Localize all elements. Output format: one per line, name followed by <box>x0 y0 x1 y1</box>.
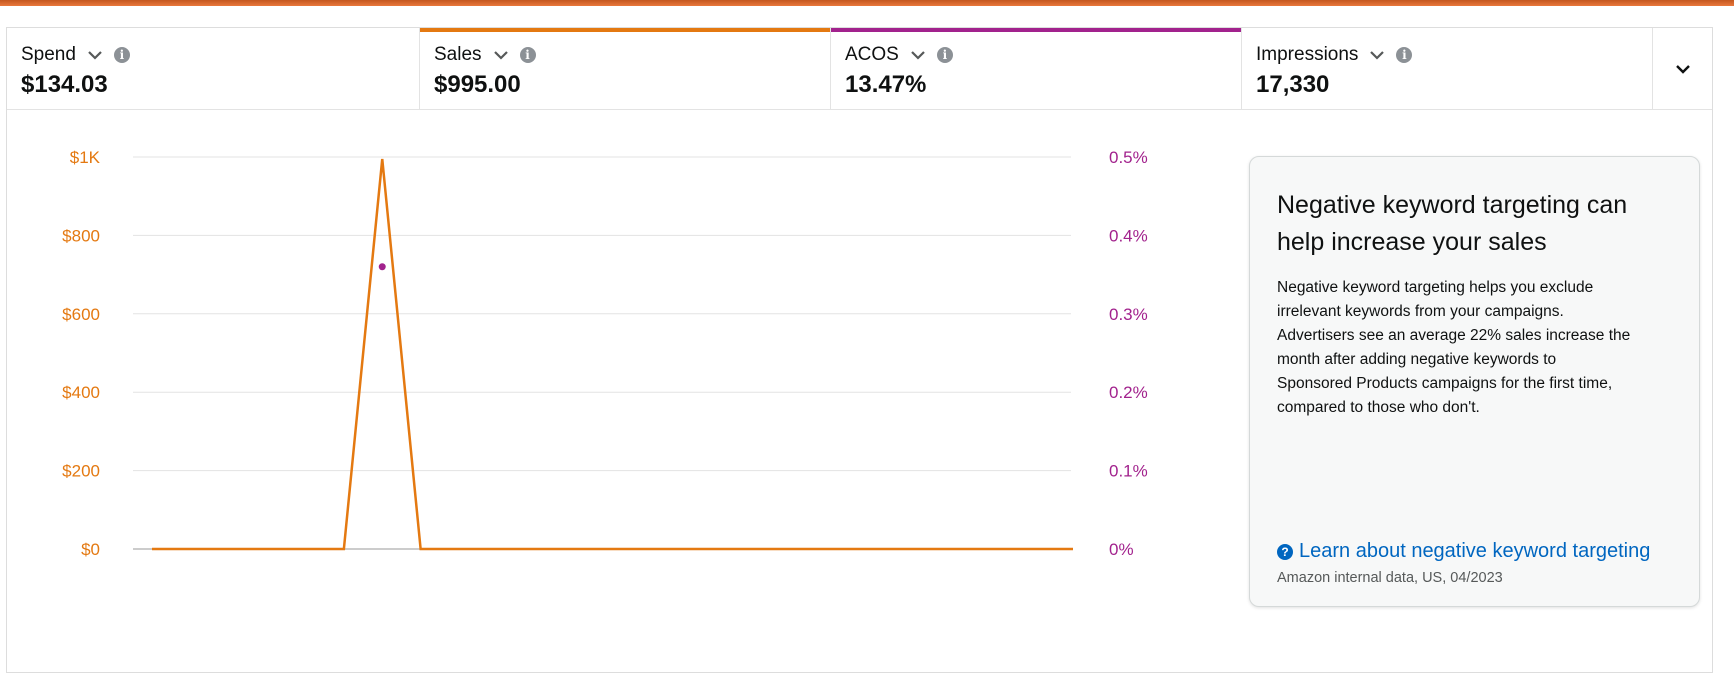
info-icon[interactable]: i <box>519 47 536 63</box>
metric-value: $995.00 <box>434 71 521 98</box>
info-icon[interactable]: i <box>936 47 953 63</box>
metric-tab-acos[interactable]: ACOS i 13.47% <box>831 28 1242 110</box>
chevron-down-icon <box>1675 64 1690 74</box>
y-left-tick-label: $800 <box>62 226 100 245</box>
metric-label: ACOS <box>845 44 899 65</box>
metric-tab-impressions[interactable]: Impressions i 17,330 <box>1242 28 1653 110</box>
sales-series-line <box>152 158 1073 551</box>
learn-more-link-text[interactable]: Learn about negative keyword targeting <box>1299 540 1651 562</box>
metric-value: 17,330 <box>1256 71 1330 98</box>
y-left-tick-label: $200 <box>62 462 100 481</box>
chevron-down-icon[interactable] <box>86 46 104 64</box>
negative-keyword-card: Negative keyword targeting can help incr… <box>1249 156 1700 607</box>
metric-label: Sales <box>434 44 482 65</box>
y-right-tick-label: 0.4% <box>1109 226 1148 245</box>
y-left-tick-label: $600 <box>62 305 100 324</box>
info-icon[interactable]: i <box>113 47 130 63</box>
learn-more-link[interactable]: ? Learn about negative keyword targeting <box>1277 540 1650 563</box>
y-left-tick-label: $400 <box>62 383 100 402</box>
metric-label: Impressions <box>1256 44 1359 65</box>
chevron-down-icon[interactable] <box>909 46 927 64</box>
y-right-tick-label: 0% <box>1109 540 1134 559</box>
metric-label: Spend <box>21 44 76 65</box>
collapse-metrics-button[interactable] <box>1653 28 1712 110</box>
metrics-panel: Spend i $134.03 Sales i $995.00 ACOS i 1… <box>6 27 1713 673</box>
y-right-tick-label: 0.2% <box>1109 383 1148 402</box>
y-left-tick-label: $1K <box>70 148 101 167</box>
metric-tab-sales[interactable]: Sales i $995.00 <box>420 28 831 110</box>
chevron-down-icon[interactable] <box>492 46 510 64</box>
metric-accent <box>420 28 830 32</box>
performance-chart: $0 $200 $400 $600 $800 $1K 0% 0.1% 0.2% 0.3% 0.4% 0… <box>62 148 1148 559</box>
metric-tabs: Spend i $134.03 Sales i $995.00 ACOS i 1… <box>7 28 1712 110</box>
metric-tab-spend[interactable]: Spend i $134.03 <box>7 28 420 110</box>
chevron-down-icon[interactable] <box>1368 46 1386 64</box>
acos-data-point <box>378 263 386 271</box>
card-source: Amazon internal data, US, 04/2023 <box>1277 570 1503 586</box>
metric-value: 13.47% <box>845 71 927 98</box>
info-icon[interactable]: i <box>1396 47 1413 63</box>
card-body: Negative keyword targeting helps you exc… <box>1277 279 1631 416</box>
card-title: Negative keyword targeting can help incr… <box>1277 191 1628 256</box>
y-right-tick-label: 0.1% <box>1109 462 1148 481</box>
y-right-tick-label: 0.5% <box>1109 148 1148 167</box>
y-right-tick-label: 0.3% <box>1109 305 1148 324</box>
question-circle-icon: ? <box>1277 543 1293 560</box>
top-accent-bar <box>0 0 1734 6</box>
metric-value: $134.03 <box>21 71 108 98</box>
metric-accent <box>831 28 1241 32</box>
y-left-tick-label: $0 <box>81 540 100 559</box>
